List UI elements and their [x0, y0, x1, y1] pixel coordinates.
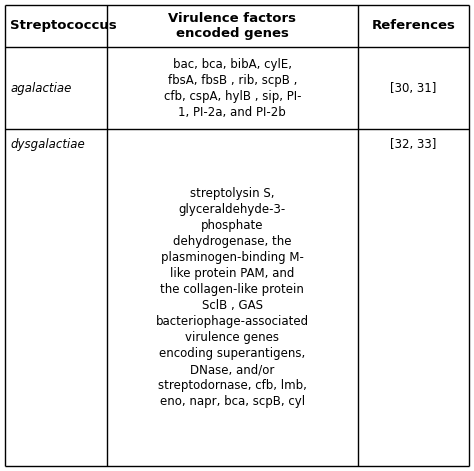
Text: [32, 33]: [32, 33] — [390, 138, 437, 151]
Text: dysgalactiae: dysgalactiae — [10, 138, 85, 151]
Text: Virulence factors
encoded genes: Virulence factors encoded genes — [168, 12, 296, 40]
Text: References: References — [372, 19, 456, 32]
Text: streptolysin S,
glyceraldehyde-3-
phosphate
dehydrogenase, the
plasminogen-bindi: streptolysin S, glyceraldehyde-3- phosph… — [156, 187, 309, 408]
Text: Streptococcus: Streptococcus — [10, 19, 117, 32]
Text: bac, bca, bibA, cylE,
fbsA, fbsB , rib, scpB ,
cfb, cspA, hylB , sip, PI-
1, PI-: bac, bca, bibA, cylE, fbsA, fbsB , rib, … — [164, 58, 301, 119]
Text: agalactiae: agalactiae — [10, 82, 72, 95]
Text: [30, 31]: [30, 31] — [390, 82, 437, 95]
